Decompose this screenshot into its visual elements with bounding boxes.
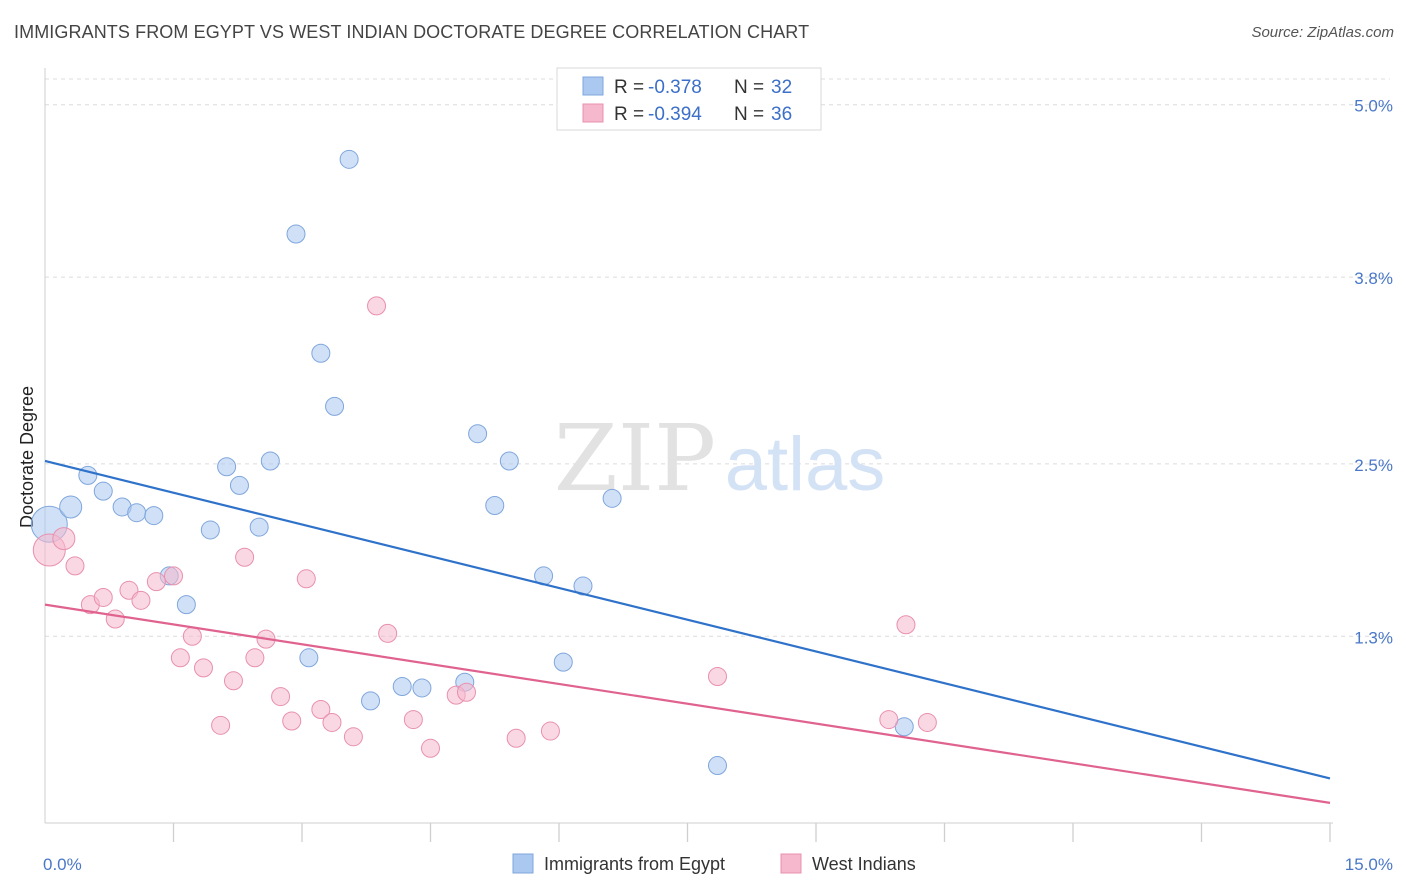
point-westindian bbox=[245, 648, 265, 668]
point-egypt bbox=[299, 648, 319, 668]
point-egypt bbox=[286, 224, 306, 244]
legend-swatch-egypt bbox=[582, 76, 604, 96]
point-westindian bbox=[282, 711, 302, 731]
point-westindian bbox=[296, 569, 316, 589]
correlation-legend: R = -0.378 N = 32 R = -0.394 N = 36 bbox=[556, 67, 822, 131]
point-westindian bbox=[403, 710, 423, 730]
legend-r-value-egypt: -0.378 bbox=[648, 77, 702, 98]
legend-n-value-egypt: 32 bbox=[771, 77, 792, 98]
y-tick-label: 5.0% bbox=[1354, 97, 1393, 116]
legend-r-label-westindian: R = bbox=[614, 104, 644, 125]
point-egypt bbox=[229, 475, 249, 495]
x-tick-label: 15.0% bbox=[1345, 855, 1393, 874]
legend-swatch-westindian-bottom bbox=[780, 853, 802, 874]
series-legend: Immigrants from Egypt West Indians bbox=[512, 853, 916, 874]
point-egypt bbox=[311, 343, 331, 363]
source-label: Source: ZipAtlas.com bbox=[1251, 24, 1394, 41]
point-westindian bbox=[367, 296, 387, 316]
point-westindian bbox=[211, 715, 231, 735]
point-egypt bbox=[176, 595, 196, 615]
legend-label-westindian: West Indians bbox=[812, 854, 916, 874]
point-egypt bbox=[553, 652, 573, 672]
point-westindian bbox=[52, 527, 76, 551]
point-egypt bbox=[217, 457, 237, 477]
point-egypt bbox=[200, 520, 220, 540]
point-westindian bbox=[271, 687, 291, 707]
point-egypt bbox=[412, 678, 432, 698]
legend-swatch-westindian bbox=[582, 103, 604, 123]
point-westindian bbox=[65, 556, 85, 576]
point-westindian bbox=[105, 609, 125, 629]
point-egypt bbox=[894, 717, 914, 737]
point-egypt bbox=[249, 517, 269, 537]
point-westindian bbox=[322, 712, 342, 732]
point-westindian bbox=[235, 547, 255, 567]
point-westindian bbox=[421, 738, 440, 758]
legend-swatch-egypt-bottom bbox=[512, 853, 534, 874]
legend-n-label-egypt: N = bbox=[734, 77, 764, 98]
point-westindian bbox=[182, 626, 202, 646]
watermark-atlas: atlas bbox=[725, 422, 886, 507]
point-westindian bbox=[223, 671, 243, 691]
point-westindian bbox=[170, 648, 190, 668]
point-westindian bbox=[343, 727, 363, 747]
point-westindian bbox=[506, 728, 526, 748]
watermark-zip: ZIP bbox=[554, 405, 716, 512]
point-egypt bbox=[392, 677, 412, 697]
point-westindian bbox=[131, 590, 151, 610]
y-tick-label: 1.3% bbox=[1354, 628, 1393, 647]
trend-lines bbox=[44, 459, 1331, 804]
point-westindian bbox=[456, 682, 476, 702]
point-westindian bbox=[164, 566, 183, 586]
point-egypt bbox=[499, 451, 519, 471]
legend-n-value-westindian: 36 bbox=[771, 104, 792, 125]
point-egypt bbox=[468, 424, 488, 444]
legend-n-label-westindian: N = bbox=[734, 104, 764, 125]
legend-r-value-westindian: -0.394 bbox=[648, 104, 702, 125]
y-axis-label: Doctorate Degree bbox=[17, 386, 37, 528]
x-tick-label: 0.0% bbox=[43, 855, 82, 874]
point-westindian bbox=[707, 666, 727, 686]
point-westindian bbox=[93, 587, 113, 607]
watermark: ZIP atlas bbox=[554, 405, 885, 512]
axes bbox=[44, 68, 1333, 842]
point-westindian bbox=[540, 721, 560, 741]
point-egypt bbox=[361, 691, 381, 711]
point-egypt bbox=[325, 396, 345, 416]
point-westindian bbox=[146, 572, 166, 592]
point-egypt bbox=[707, 756, 727, 776]
point-egypt bbox=[260, 451, 280, 471]
point-westindian bbox=[917, 712, 937, 732]
chart-title: IMMIGRANTS FROM EGYPT VS WEST INDIAN DOC… bbox=[14, 22, 810, 42]
point-westindian bbox=[378, 623, 398, 643]
legend-r-label-egypt: R = bbox=[614, 77, 644, 98]
point-egypt bbox=[602, 488, 622, 508]
point-egypt bbox=[485, 496, 505, 516]
point-egypt bbox=[59, 495, 83, 519]
point-egypt bbox=[144, 506, 164, 526]
legend-label-egypt: Immigrants from Egypt bbox=[544, 854, 725, 874]
y-tick-label: 2.5% bbox=[1354, 456, 1393, 475]
y-tick-label: 3.8% bbox=[1354, 269, 1393, 288]
point-westindian bbox=[879, 710, 899, 730]
point-egypt bbox=[339, 149, 359, 169]
point-westindian bbox=[311, 700, 331, 720]
point-egypt bbox=[93, 481, 113, 501]
trend-line-egypt bbox=[44, 459, 1331, 780]
point-westindian bbox=[896, 615, 916, 635]
point-westindian bbox=[193, 658, 213, 678]
point-egypt bbox=[127, 503, 147, 523]
data-points bbox=[30, 149, 937, 776]
trend-line-westindian bbox=[44, 603, 1331, 804]
y-tick-labels: 1.3% 2.5% 3.8% 5.0% bbox=[1354, 97, 1393, 648]
x-tick-labels: 0.0% 15.0% bbox=[43, 855, 1393, 874]
